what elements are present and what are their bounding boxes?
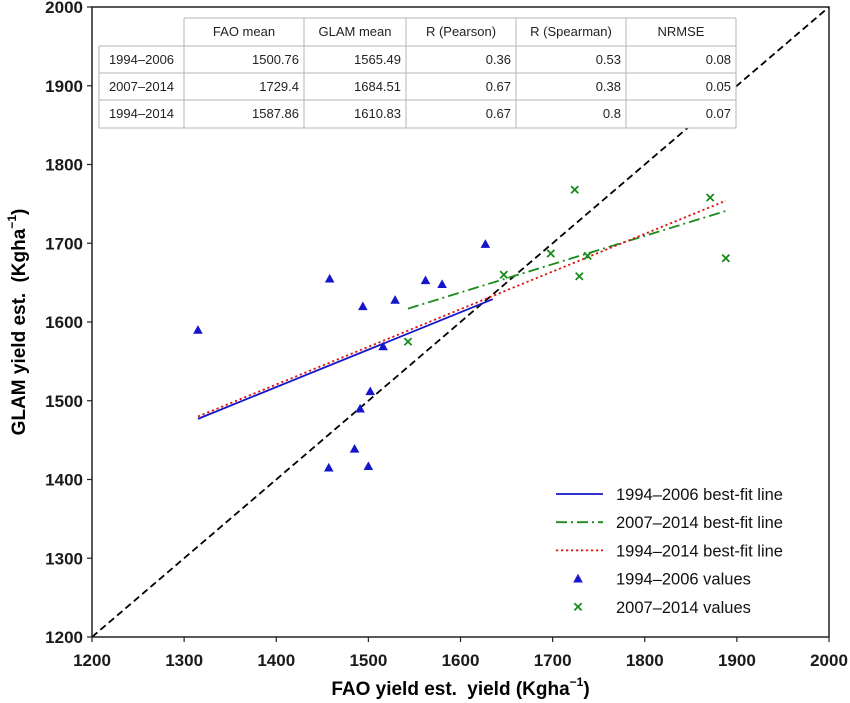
table-cell: 0.05 [706,79,731,94]
best-fit-line-1 [197,298,494,420]
data-point-triangle [420,275,431,285]
legend-label: 1994–2006 best-fit line [616,486,783,504]
y-tick-label: 2000 [45,0,83,17]
data-point-cross [570,185,579,194]
x-axis-title: FAO yield est. yield (Kgha−1) [331,675,589,700]
axes: 1200 1300 1400 1500 1600 1700 1800 1900 2000 1200… [45,0,848,670]
legend-item: 1994–2006 values [573,571,751,589]
y-tick-label: 1800 [45,156,83,175]
y-tick-label: 1200 [45,628,83,647]
best-fit-line-3 [197,199,727,418]
data-point-triangle [323,462,334,472]
table-cell: 1500.76 [252,52,299,67]
table-row-label: 1994–2006 [109,52,174,67]
legend-label: 1994–2014 best-fit line [616,542,783,560]
table-cell: 0.67 [486,79,511,94]
x-tick-label: 1900 [718,651,756,670]
table-header-cell: GLAM mean [319,24,392,39]
x-tick-label: 1300 [165,651,203,670]
data-point-triangle [363,461,374,470]
x-tick-label: 1500 [349,651,387,670]
legend-swatch [573,602,583,612]
legend: 1994–2006 best-fit line 2007–2014 best-fi… [548,478,826,626]
table-row-label: 1994–2014 [109,106,174,121]
axis-titles: FAO yield est. yield (Kgha−1) GLAM yield… [5,209,590,700]
table-cell: 0.36 [486,52,511,67]
table-cell: 0.08 [706,52,731,67]
best-fit-line-2 [407,210,727,310]
legend-swatch [573,573,583,583]
y-tick-label: 1700 [45,234,83,253]
data-point-triangle [355,403,365,413]
x-tick-label: 1800 [626,651,664,670]
x-tick-label: 1600 [442,651,480,670]
y-tick-label: 1900 [45,77,83,96]
data-point-cross [546,249,556,258]
data-point-triangle [378,341,388,351]
data-point-cross [499,270,509,279]
data-point-cross [583,251,592,261]
data-point-triangle [480,239,491,248]
data-point-triangle [365,386,376,396]
x-tick-label: 1400 [257,651,295,670]
table-header-cell: FAO mean [213,24,275,39]
y-tick-label: 1600 [45,313,83,332]
legend-background [548,478,826,626]
data-point-triangle [437,279,447,289]
table-cell: 1610.83 [354,106,401,121]
data-point-triangle [390,295,400,304]
data-point-cross [403,337,413,346]
table-header-cell: NRMSE [658,24,705,39]
legend-label: 2007–2014 best-fit line [616,514,783,532]
table-cell: 0.53 [596,52,621,67]
stats-table: FAO mean GLAM mean R (Pearson) R (Spearman)… [98,17,737,129]
data-point-triangle [349,443,360,453]
y-axis-title: GLAM yield est. (Kgha−1) [5,209,30,436]
y-tick-label: 1400 [45,471,83,490]
table-cell: 0.67 [486,106,511,121]
x-tick-label: 1700 [534,651,572,670]
table-cell: 1729.4 [259,79,299,94]
data-point-cross [575,272,584,281]
x-tick-label: 2000 [810,651,848,670]
data-point-triangle [193,325,203,334]
table-cell: 1565.49 [354,52,401,67]
table-header-cell: R (Spearman) [530,24,612,39]
table-cell: 0.07 [706,106,731,121]
data-point-cross [721,253,731,263]
legend-label: 1994–2006 values [616,571,751,589]
y-tick-label: 1300 [45,549,83,568]
legend-item: 1994–2014 best-fit line [556,542,783,560]
legend-item: 2007–2014 values [573,599,751,617]
table-header-cell: R (Pearson) [426,24,496,39]
legend-label: 2007–2014 values [616,599,751,617]
x-tick-label: 1200 [73,651,111,670]
table-row-label: 2007–2014 [109,79,174,94]
data-point-cross [705,193,715,202]
legend-item: 1994–2006 best-fit line [556,486,783,504]
table-cell: 1684.51 [354,79,401,94]
legend-item: 2007–2014 best-fit line [556,514,783,532]
data-point-triangle [358,301,368,311]
table-cell: 0.38 [596,79,621,94]
data-point-triangle [324,273,335,283]
table-cell: 1587.86 [252,106,299,121]
table-cell: 0.8 [603,106,621,121]
y-tick-label: 1500 [45,392,83,411]
